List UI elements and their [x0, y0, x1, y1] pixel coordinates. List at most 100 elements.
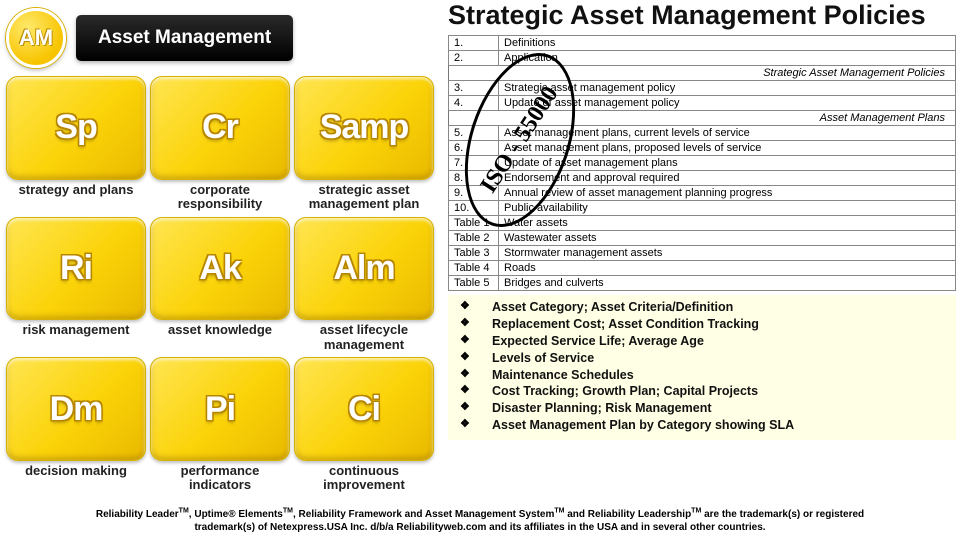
element-code: Pi [205, 390, 235, 429]
element-cell: Dm decision making [6, 357, 146, 494]
table-row: 4.Update of asset management policy [449, 96, 956, 111]
element-cell: Almasset lifecycle management [294, 217, 434, 354]
row-number: Table 3 [449, 246, 499, 261]
element-caption: strategic asset management plan [294, 183, 434, 213]
row-number: 5. [449, 126, 499, 141]
table-row: 7.Update of asset management plans [449, 156, 956, 171]
table-row: Table 1Water assets [449, 216, 956, 231]
trademark-footer: Reliability LeaderTM, Uptime® ElementsTM… [0, 504, 960, 540]
table-row: Table 4Roads [449, 261, 956, 276]
am-circle-badge: AM [6, 8, 66, 68]
element-caption: performance indicators [150, 464, 290, 494]
table-row: Strategic Asset Management Policies [449, 66, 956, 81]
footer-line2: trademark(s) of Netexpress.USA Inc. d/b/… [194, 522, 765, 533]
element-caption: risk management [23, 323, 130, 353]
element-tile: Ci [294, 357, 434, 461]
row-number: Table 2 [449, 231, 499, 246]
row-number: 2. [449, 51, 499, 66]
bullet-item: Levels of Service [478, 350, 950, 367]
row-text: Definitions [499, 36, 956, 51]
row-text: Application [499, 51, 956, 66]
table-row: 8.Endorsement and approval required [449, 171, 956, 186]
bullet-item: Asset Category; Asset Criteria/Definitio… [478, 299, 950, 316]
element-code: Ak [199, 249, 240, 288]
element-tile: Pi [150, 357, 290, 461]
row-text: Public availability [499, 201, 956, 216]
row-text: Asset management plans, current levels o… [499, 126, 956, 141]
policies-panel: Strategic Asset Management Policies 1.De… [440, 0, 960, 504]
element-cell: Sp strategy and plans [6, 76, 146, 213]
element-caption: asset knowledge [168, 323, 272, 353]
row-text: Annual review of asset management planni… [499, 186, 956, 201]
bullets-list: Asset Category; Asset Criteria/Definitio… [448, 295, 956, 440]
element-code: Samp [320, 108, 409, 147]
bullet-item: Replacement Cost; Asset Condition Tracki… [478, 316, 950, 333]
am-circle-text: AM [19, 25, 53, 51]
row-text: Update of asset management plans [499, 156, 956, 171]
table-row: Table 3Stormwater management assets [449, 246, 956, 261]
element-cell: Pi performance indicators [150, 357, 290, 494]
bullet-item: Asset Management Plan by Category showin… [478, 417, 950, 434]
row-number: 10. [449, 201, 499, 216]
bullet-item: Expected Service Life; Average Age [478, 333, 950, 350]
bullet-item: Disaster Planning; Risk Management [478, 400, 950, 417]
element-tile: Cr [150, 76, 290, 180]
row-number: 1. [449, 36, 499, 51]
table-row: 3.Strategic asset management policy [449, 81, 956, 96]
bullet-item: Cost Tracking; Growth Plan; Capital Proj… [478, 383, 950, 400]
row-text: Bridges and culverts [499, 276, 956, 291]
element-caption: corporate responsibility [150, 183, 290, 213]
row-number: 3. [449, 81, 499, 96]
element-code: Alm [333, 249, 394, 288]
row-text: Strategic asset management policy [499, 81, 956, 96]
table-row: 2.Application [449, 51, 956, 66]
am-header-label: Asset Management [76, 15, 293, 61]
row-text: Wastewater assets [499, 231, 956, 246]
row-number: 9. [449, 186, 499, 201]
am-header: AM Asset Management [6, 8, 434, 68]
elements-grid: Sp strategy and plans Cr corporate responsi… [6, 76, 434, 494]
table-row: Table 2Wastewater assets [449, 231, 956, 246]
element-tile: Sp [6, 76, 146, 180]
row-number: Table 5 [449, 276, 499, 291]
element-code: Sp [55, 108, 96, 147]
row-number: Table 1 [449, 216, 499, 231]
policies-table: 1.Definitions2.ApplicationStrategic Asse… [448, 35, 956, 291]
section-heading: Asset Management Plans [449, 111, 956, 126]
element-tile: Samp [294, 76, 434, 180]
row-number: 4. [449, 96, 499, 111]
page-title: Strategic Asset Management Policies [448, 0, 956, 31]
element-code: Dm [50, 390, 103, 429]
row-text: Asset management plans, proposed levels … [499, 141, 956, 156]
row-text: Roads [499, 261, 956, 276]
element-caption: continuous improvement [294, 464, 434, 494]
element-tile: Dm [6, 357, 146, 461]
element-cell: Ci continuous improvement [294, 357, 434, 494]
am-elements-panel: AM Asset Management Sp strategy and plans… [0, 0, 440, 504]
table-row: 1.Definitions [449, 36, 956, 51]
element-tile: Alm [294, 217, 434, 321]
table-row: Asset Management Plans [449, 111, 956, 126]
table-row: Table 5Bridges and culverts [449, 276, 956, 291]
section-heading: Strategic Asset Management Policies [449, 66, 956, 81]
bullet-item: Maintenance Schedules [478, 367, 950, 384]
element-caption: strategy and plans [19, 183, 134, 213]
row-number: 7. [449, 156, 499, 171]
row-number: Table 4 [449, 261, 499, 276]
footer-line1: Reliability LeaderTM, Uptime® ElementsTM… [96, 509, 864, 520]
element-code: Cr [202, 108, 238, 147]
table-row: 9.Annual review of asset management plan… [449, 186, 956, 201]
row-number: 6. [449, 141, 499, 156]
table-row: 6.Asset management plans, proposed level… [449, 141, 956, 156]
element-cell: Ririsk management [6, 217, 146, 354]
table-row: 10.Public availability [449, 201, 956, 216]
element-tile: Ak [150, 217, 290, 321]
element-cell: Cr corporate responsibility [150, 76, 290, 213]
element-caption: decision making [25, 464, 127, 494]
element-cell: Ak asset knowledge [150, 217, 290, 354]
element-cell: Samp strategic asset management plan [294, 76, 434, 213]
element-tile: Ri [6, 217, 146, 321]
table-row: 5.Asset management plans, current levels… [449, 126, 956, 141]
element-code: Ci [348, 390, 380, 429]
row-text: Update of asset management policy [499, 96, 956, 111]
